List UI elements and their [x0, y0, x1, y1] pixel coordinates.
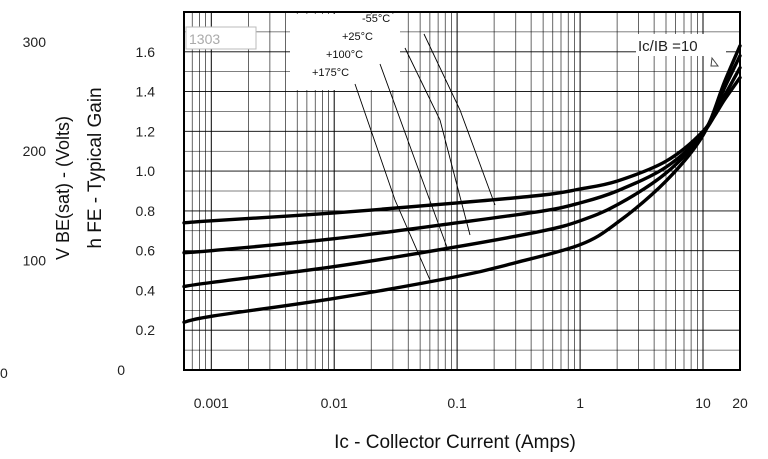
annotation-box — [636, 34, 726, 56]
temperature-pointer — [404, 47, 471, 236]
temperature-labels: -55°C +25°C +100°C +175°C — [312, 13, 390, 79]
y-tick-label: 1.2 — [136, 123, 156, 139]
x-tick-label: 0.01 — [321, 395, 348, 411]
y-tick-label: 0.2 — [136, 322, 156, 338]
x-tick-label: 0.1 — [447, 395, 467, 411]
gain-tick-label: 0 — [117, 362, 125, 378]
temperature-label: +100°C — [326, 49, 363, 61]
gain-tick-label: 200 — [23, 143, 47, 159]
y-zero-label: 0 — [0, 365, 8, 381]
temperature-label: +175°C — [312, 67, 349, 79]
y-tick-labels-voltage: 0.2 0.4 0.6 0.8 1.0 1.2 1.4 1.6 — [136, 44, 156, 338]
gain-tick-label: 300 — [23, 34, 47, 50]
stamp-box — [185, 26, 257, 50]
ic-ib-annotation: Ic/IB =10 — [638, 38, 698, 55]
y-tick-label: 1.4 — [136, 84, 156, 100]
y-tick-label: 0.8 — [136, 203, 156, 219]
y-tick-labels-gain: 0 100 200 300 — [23, 34, 126, 378]
x-tick-labels: 0.001 0.01 0.1 1 10 20 — [194, 395, 748, 411]
temperature-pointer — [379, 63, 449, 251]
data-series — [182, 44, 742, 324]
temperature-label-box — [290, 14, 400, 90]
y-axis-title-vbe: V BE(sat) - (Volts) — [53, 116, 73, 260]
y-tick-label: 0.6 — [136, 243, 156, 259]
series-line-4 — [182, 44, 742, 324]
temperature-label: +25°C — [342, 31, 373, 43]
x-tick-label: 10 — [695, 395, 711, 411]
temperature-pointer — [423, 33, 496, 206]
gain-tick-label: 100 — [23, 253, 47, 269]
y-tick-label: 1.6 — [136, 44, 156, 60]
x-axis-title: Ic - Collector Current (Amps) — [334, 432, 576, 453]
stamp-label: 1303 — [189, 31, 220, 47]
plot-frame — [183, 11, 741, 371]
annotation-arrow — [710, 56, 719, 67]
x-tick-label: 0.001 — [194, 395, 229, 411]
y-tick-label: 1.0 — [136, 163, 156, 179]
x-tick-label: 1 — [576, 395, 584, 411]
x-tick-label: 20 — [732, 395, 748, 411]
temperature-label: -55°C — [362, 13, 390, 25]
y-axis-title-gain: h FE - Typical Gain — [85, 87, 106, 248]
y-tick-label: 0.4 — [136, 282, 156, 298]
